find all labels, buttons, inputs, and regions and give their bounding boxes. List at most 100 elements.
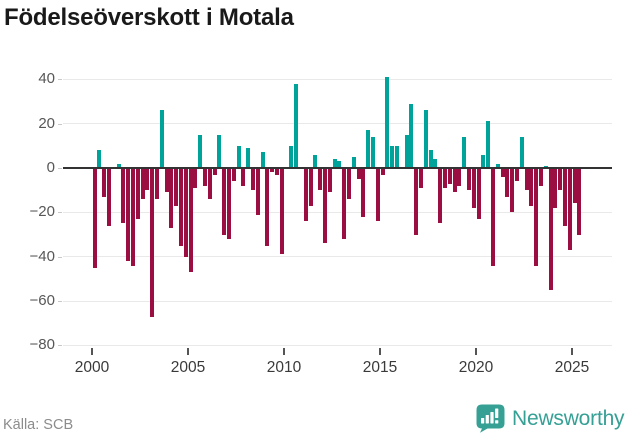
bar [371,136,375,168]
bar [428,150,433,168]
bar [438,168,443,224]
bar [443,168,447,188]
bar [116,163,121,168]
x-axis-label: 2005 [170,359,206,376]
bar [519,136,524,168]
bar [303,168,308,222]
y-axis-label: −20 [29,203,55,221]
newsworthy-wordmark: Newsworthy [512,406,625,430]
bar [423,110,428,168]
bar [481,154,486,168]
x-axis-tick [283,348,285,355]
bar [500,168,505,177]
y-axis-label: 20 [38,114,55,132]
bar [543,165,548,168]
bar [308,168,313,206]
bar [255,168,260,215]
source-note: Källa: SCB [3,417,74,433]
gridline [63,78,612,80]
bar [366,130,371,168]
gridline [63,300,612,302]
bar [318,168,323,191]
y-axis-label: −60 [29,292,55,309]
bar [572,168,577,204]
bar [222,168,227,235]
bar [294,83,299,168]
y-axis-label: −40 [29,247,55,265]
bar [433,159,438,168]
y-axis-tick [58,212,62,214]
bar [203,168,207,186]
y-axis-tick [58,301,62,302]
y-axis-tick [58,79,62,81]
bar [476,168,481,219]
bar [486,121,491,168]
bar [126,168,131,262]
x-axis-label: 2010 [266,359,302,376]
bar [140,168,145,200]
bar [332,159,337,168]
bar [452,168,457,193]
bar [198,134,203,168]
bar [131,168,135,266]
bar [539,168,543,186]
bar [275,168,279,175]
y-axis-label: 40 [38,70,55,88]
bar [155,168,159,200]
bar [563,168,567,226]
bar [92,168,97,268]
bar [361,168,366,217]
bar [227,168,231,239]
bar [467,168,471,191]
bar [390,145,395,168]
x-axis-tick [187,348,189,355]
gridline [63,123,612,125]
bar [279,168,284,255]
bar [414,168,419,235]
bar [534,168,539,266]
bar [457,168,462,186]
bar [179,168,183,246]
bar [313,154,318,168]
bar [351,156,356,168]
bar [380,168,385,175]
bar [135,168,140,219]
bar [548,168,553,290]
bar [251,168,255,191]
bar [174,168,179,206]
x-axis-label: 2000 [74,359,110,376]
bar [567,168,572,251]
bar [241,168,246,186]
bar [471,168,476,208]
bar [193,168,198,188]
bar [188,168,193,273]
y-axis-tick [58,345,62,347]
bar [462,136,467,168]
bar [265,168,270,246]
plot-area: 40 20 0 −20 −40 −60 −80 2000 2005 2010 2015 2020 202… [30,70,612,382]
bar [183,168,188,257]
bar [212,168,217,175]
bar [107,168,111,226]
bar [150,168,155,317]
bar [97,150,102,168]
bar [164,168,169,193]
x-axis-tick [379,348,381,355]
bar [289,145,294,168]
bar [375,168,380,222]
newsworthy-bubble-chart-icon [476,404,505,433]
bar [356,168,361,180]
gridline [63,211,612,213]
bar [524,168,529,191]
bar [337,161,342,168]
bar [419,168,423,188]
bar [529,168,534,206]
bar [447,168,452,184]
bar [207,168,212,200]
bar [553,168,558,208]
y-axis-tick [58,168,62,169]
chart-title: Födelseöverskott i Motala [4,4,294,31]
x-axis-tick [571,348,573,355]
newsworthy-logo: Newsworthy [476,404,625,433]
